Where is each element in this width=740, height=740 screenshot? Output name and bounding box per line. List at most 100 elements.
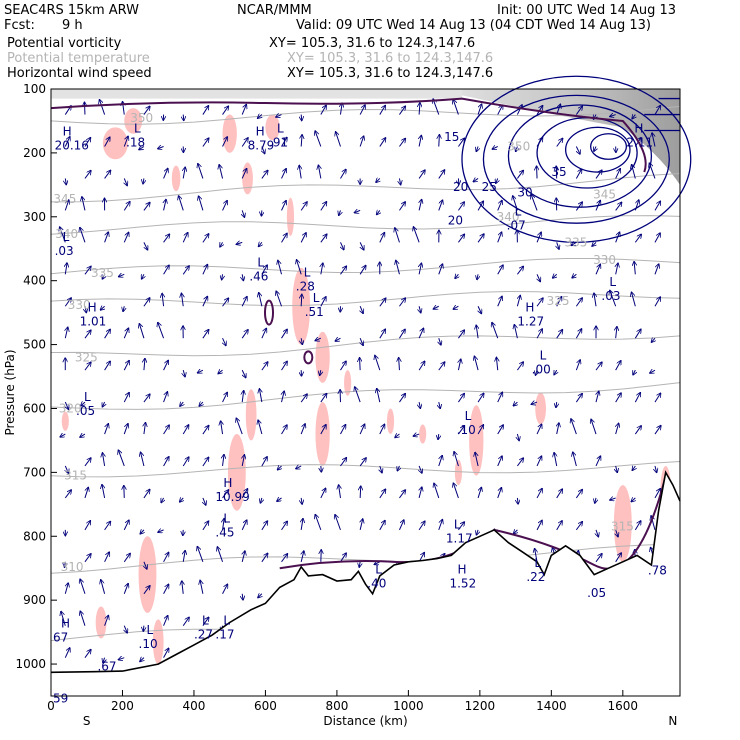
wind-vector-414 bbox=[516, 105, 522, 115]
extremum-kind-9: L bbox=[313, 291, 320, 305]
wind-vector-366 bbox=[453, 306, 459, 309]
wind-vector-350 bbox=[438, 362, 445, 371]
extremum-value-13: .00 bbox=[532, 362, 551, 376]
wind-vector-56 bbox=[124, 178, 127, 185]
extremum-kind-1: L bbox=[134, 122, 141, 136]
wind-vector-88 bbox=[143, 625, 144, 632]
wind-vector-547 bbox=[651, 338, 655, 342]
wind-vector-155 bbox=[223, 454, 224, 467]
wind-vector-378 bbox=[477, 104, 482, 115]
wind-vector-439 bbox=[536, 329, 542, 339]
extremum-kind-22: L bbox=[202, 613, 209, 627]
theta-label-13: 340 bbox=[497, 210, 520, 224]
extremum-kind-15: L bbox=[465, 409, 472, 423]
wind-vector-326 bbox=[418, 170, 425, 179]
x-tick-label-4: 800 bbox=[325, 699, 348, 713]
wind-vector-47 bbox=[102, 453, 104, 467]
wind-vector-86 bbox=[144, 561, 147, 569]
wind-vector-164 bbox=[241, 169, 246, 179]
wind-vector-22 bbox=[80, 227, 86, 243]
wind-vector-549 bbox=[654, 393, 661, 403]
pv-shade-16 bbox=[386, 408, 395, 435]
theta-label-7: 315 bbox=[64, 469, 87, 483]
wind-vector-264 bbox=[339, 485, 341, 498]
wind-vector-149 bbox=[222, 274, 223, 279]
wind-vector-68 bbox=[123, 553, 130, 563]
wind-vector-24 bbox=[85, 306, 86, 312]
wind-vector-471 bbox=[575, 202, 582, 211]
wind-vector-78 bbox=[143, 298, 150, 307]
wind-vector-492 bbox=[594, 293, 596, 307]
wind-vector-522 bbox=[632, 115, 635, 119]
wind-vector-516 bbox=[610, 498, 616, 500]
extremum-value-28: .78 bbox=[648, 564, 667, 578]
wind-vector-177 bbox=[242, 593, 243, 600]
wind-vector-170 bbox=[242, 369, 246, 378]
wind-vector-534 bbox=[631, 498, 635, 502]
wind-vector-289 bbox=[379, 138, 386, 147]
wind-vector-212 bbox=[281, 554, 288, 563]
wind-vector-4 bbox=[60, 227, 66, 243]
wind-vector-189 bbox=[259, 389, 261, 403]
extremum-value-20: .40 bbox=[367, 576, 386, 590]
wind-vector-307 bbox=[399, 138, 405, 147]
wind-contour-5 bbox=[590, 133, 628, 160]
wind-vector-128 bbox=[198, 164, 204, 179]
wind-vector-504 bbox=[610, 115, 616, 117]
stratosphere-fill bbox=[461, 89, 680, 185]
valid-time: Valid: 09 UTC Wed 14 Aug 13 (04 CDT Wed … bbox=[296, 18, 651, 33]
wind-vector-57 bbox=[123, 201, 130, 211]
wind-vector-515 bbox=[616, 465, 618, 473]
extremum-value-2: 8.79 bbox=[248, 139, 275, 153]
wind-vector-281 bbox=[359, 458, 366, 467]
theta-label-11: 325 bbox=[547, 294, 570, 308]
y-tick-label-0: 100 bbox=[23, 82, 46, 96]
wind-vector-391 bbox=[476, 529, 478, 535]
wind-vector-461 bbox=[554, 453, 557, 467]
extremum-kind-13: L bbox=[540, 348, 547, 362]
extremum-value-23: .17 bbox=[215, 627, 234, 641]
extremum-value-24: .10 bbox=[139, 637, 158, 651]
pv-shade-2 bbox=[222, 114, 237, 153]
extremum-kind-12: H bbox=[525, 300, 534, 314]
wind-vector-470 bbox=[575, 169, 581, 179]
wind-vector-145 bbox=[222, 137, 228, 147]
extremum-value-7: .46 bbox=[249, 270, 268, 284]
wind-vector-331 bbox=[418, 328, 423, 339]
wind-vector-62 bbox=[123, 361, 129, 371]
wind-vector-111 bbox=[179, 196, 184, 211]
wind-vector-387 bbox=[477, 393, 484, 403]
extremum-value-29: .05 bbox=[587, 586, 606, 600]
wind-vector-312 bbox=[399, 298, 405, 307]
wind-vector-52 bbox=[104, 615, 109, 626]
wind-vector-288 bbox=[379, 105, 386, 115]
wind-vector-202 bbox=[281, 233, 288, 243]
wind-vector-473 bbox=[572, 274, 576, 278]
wind-vector-243 bbox=[320, 393, 327, 403]
wind-vector-329 bbox=[419, 263, 421, 275]
wind-vector-354 bbox=[434, 483, 440, 499]
wind-vector-319 bbox=[398, 520, 403, 531]
wind-vector-332 bbox=[418, 361, 425, 371]
wind-vector-279 bbox=[355, 387, 361, 403]
wind-vector-80 bbox=[144, 358, 145, 371]
wind-vector-386 bbox=[474, 356, 479, 371]
wind-vector-244 bbox=[320, 425, 326, 435]
wind-vector-139 bbox=[202, 521, 209, 531]
wind-vector-229 bbox=[301, 519, 303, 530]
wind-vector-336 bbox=[419, 487, 422, 499]
wind-vector-225 bbox=[300, 394, 307, 403]
wind-vector-498 bbox=[595, 497, 596, 503]
wind-vector-257 bbox=[340, 266, 346, 275]
wind-vector-17 bbox=[64, 648, 70, 658]
wind-vector-83 bbox=[141, 452, 145, 467]
wind-vector-207 bbox=[282, 391, 285, 403]
wind-vector-159 bbox=[222, 584, 228, 594]
y-axis-label: Pressure (hPa) bbox=[3, 349, 17, 435]
wind-vector-345 bbox=[438, 200, 443, 211]
pv-shade-14 bbox=[95, 606, 107, 639]
extremum-value-18: 1.17 bbox=[446, 532, 473, 546]
wind-vector-60 bbox=[123, 306, 124, 311]
wind-label-4: 20 bbox=[448, 214, 463, 228]
